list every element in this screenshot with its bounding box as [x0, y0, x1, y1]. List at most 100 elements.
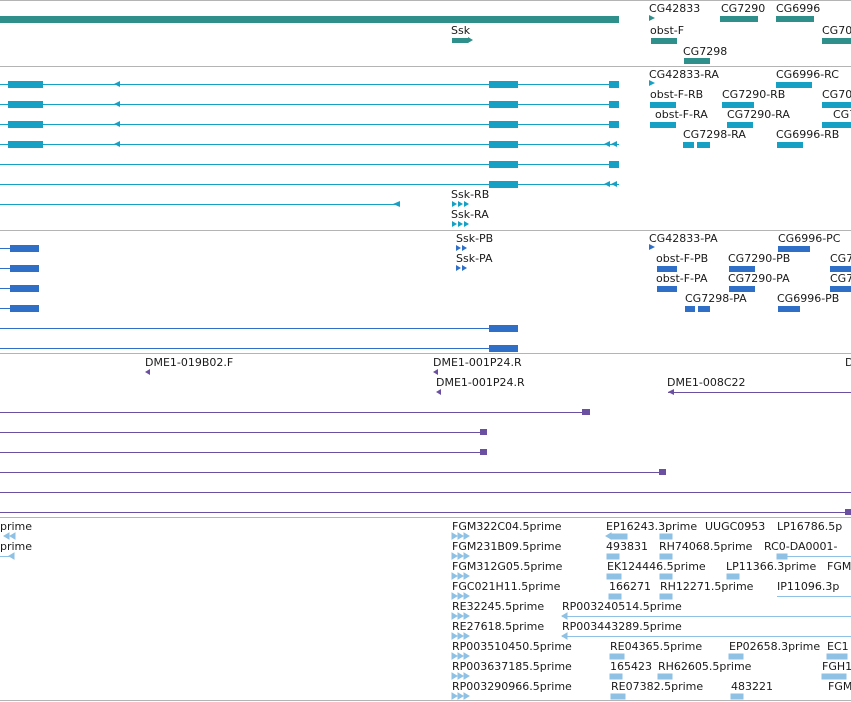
est-arrow-right[interactable] — [463, 672, 470, 680]
protein-label[interactable]: CG7 — [830, 252, 851, 265]
est-label[interactable]: FGM — [828, 680, 851, 693]
est-label[interactable]: RE04365.5prime — [610, 640, 703, 653]
transcript-exon[interactable] — [609, 81, 619, 88]
est-label[interactable]: FGM322C04.5prime — [452, 520, 562, 533]
est-label[interactable]: RE27618.5prime — [452, 620, 545, 633]
gene-feature-bar[interactable] — [720, 16, 758, 22]
est-arrow-right[interactable] — [457, 612, 464, 620]
clone-label[interactable]: D — [845, 356, 851, 369]
est-block[interactable] — [659, 533, 673, 540]
gene-label[interactable]: CG7290 — [721, 2, 766, 15]
est-arrow-right[interactable] — [451, 612, 458, 620]
transcript-exon[interactable] — [609, 121, 619, 128]
est-block[interactable] — [659, 553, 673, 560]
gene-feature-bar[interactable] — [776, 16, 814, 22]
protein-label[interactable]: Ssk-PB — [456, 232, 494, 245]
transcript-arrow-right[interactable] — [452, 201, 457, 207]
protein-exon[interactable] — [489, 325, 518, 332]
protein-intron-line[interactable] — [0, 328, 500, 329]
protein-label[interactable]: CG6996-PB — [777, 292, 840, 305]
est-arrow-right[interactable] — [457, 532, 464, 540]
gene-arrow-right[interactable] — [468, 37, 473, 43]
protein-label[interactable]: Ssk-PA — [456, 252, 493, 265]
gene-label[interactable]: Ssk — [451, 24, 471, 37]
est-block[interactable] — [657, 673, 673, 680]
est-arrow-right[interactable] — [457, 632, 464, 640]
est-arrow-left[interactable] — [9, 532, 16, 540]
est-arrow-right[interactable] — [451, 692, 458, 700]
est-arrow-right[interactable] — [457, 592, 464, 600]
protein-arrow-right[interactable] — [462, 265, 467, 271]
transcript-intron-line[interactable] — [0, 164, 619, 165]
est-arrow-right[interactable] — [463, 552, 470, 560]
protein-arrow-right[interactable] — [649, 244, 655, 250]
transcript-label[interactable]: CG6996-RB — [776, 128, 840, 141]
est-label[interactable]: 483221 — [731, 680, 773, 693]
est-arrow-right[interactable] — [451, 592, 458, 600]
protein-label[interactable]: obst-F-PA — [656, 272, 708, 285]
transcript-arrow-right[interactable] — [464, 221, 469, 227]
protein-label[interactable]: CG7290-PA — [728, 272, 790, 285]
est-arrow-right[interactable] — [451, 632, 458, 640]
est-arrow-right[interactable] — [451, 672, 458, 680]
transcript-intron-line[interactable] — [0, 184, 619, 185]
transcript-arrow-left[interactable] — [114, 101, 120, 107]
clone-label[interactable]: DME1-019B02.F — [145, 356, 234, 369]
est-label[interactable]: FGC021H11.5prime — [452, 580, 561, 593]
protein-exon[interactable] — [778, 246, 810, 252]
clone-line[interactable] — [0, 412, 590, 413]
est-label[interactable]: 165423 — [610, 660, 652, 673]
transcript-arrow-left[interactable] — [611, 181, 617, 187]
protein-exon[interactable] — [729, 286, 755, 292]
clone-label[interactable]: DME1-001P24.R — [433, 356, 522, 369]
est-arrow-right[interactable] — [457, 672, 464, 680]
protein-exon[interactable] — [10, 305, 39, 312]
protein-label[interactable]: CG7290-PB — [728, 252, 791, 265]
est-arrow-left[interactable] — [3, 532, 10, 540]
transcript-exon[interactable] — [8, 141, 43, 148]
est-label[interactable]: EP02658.3prime — [729, 640, 821, 653]
protein-label[interactable]: CG42833-PA — [649, 232, 718, 245]
transcript-label[interactable]: CG7290-RB — [722, 88, 786, 101]
est-arrow-right[interactable] — [463, 592, 470, 600]
est-label[interactable]: UUGC0953 — [705, 520, 766, 533]
transcript-exon[interactable] — [822, 102, 851, 108]
protein-exon[interactable] — [830, 286, 851, 292]
clone-end[interactable] — [480, 429, 487, 435]
est-arrow-right[interactable] — [457, 572, 464, 580]
transcript-intron-line[interactable] — [0, 144, 619, 145]
est-arrow-right[interactable] — [451, 652, 458, 660]
est-arrow-right[interactable] — [463, 692, 470, 700]
protein-arrow-right[interactable] — [456, 265, 461, 271]
protein-label[interactable]: CG6996-PC — [778, 232, 841, 245]
transcript-arrow-right[interactable] — [464, 201, 469, 207]
protein-exon[interactable] — [729, 266, 755, 272]
transcript-exon[interactable] — [489, 161, 518, 168]
clone-label[interactable]: DME1-001P24.R — [436, 376, 525, 389]
transcript-arrow-left[interactable] — [114, 121, 120, 127]
transcript-exon[interactable] — [650, 102, 676, 108]
transcript-arrow-right[interactable] — [458, 221, 463, 227]
est-label[interactable]: LP11366.3prime — [726, 560, 817, 573]
est-block[interactable] — [728, 653, 744, 660]
transcript-arrow-left[interactable] — [604, 141, 610, 147]
est-label[interactable]: EK124446.5prime — [607, 560, 706, 573]
gene-feature-bar[interactable] — [0, 16, 619, 23]
est-arrow-right[interactable] — [463, 652, 470, 660]
gene-feature-bar[interactable] — [452, 38, 468, 43]
protein-exon[interactable] — [657, 286, 677, 292]
transcript-exon[interactable] — [609, 101, 619, 108]
transcript-arrow-left[interactable] — [611, 141, 617, 147]
est-label[interactable]: FGM312G05.5prime — [452, 560, 563, 573]
est-arrow-right[interactable] — [457, 552, 464, 560]
clone-line[interactable] — [668, 392, 851, 393]
protein-exon[interactable] — [778, 306, 800, 312]
protein-arrow-right[interactable] — [456, 245, 461, 251]
transcript-exon[interactable] — [489, 121, 518, 128]
est-label[interactable]: 493831 — [606, 540, 648, 553]
transcript-exon[interactable] — [776, 82, 812, 88]
est-arrow-left[interactable] — [8, 552, 15, 560]
transcript-exon[interactable] — [489, 181, 518, 188]
clone-arrow-left[interactable] — [145, 369, 150, 375]
clone-line[interactable] — [0, 472, 666, 473]
